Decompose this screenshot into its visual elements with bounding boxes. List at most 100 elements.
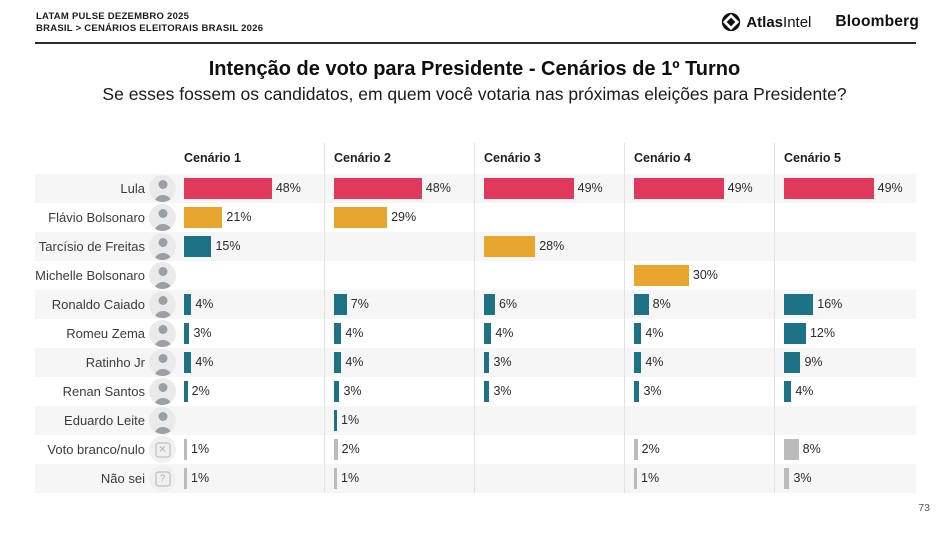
bar: [334, 439, 338, 460]
candidate-label: Voto branco/nulo: [47, 442, 145, 457]
bar: [484, 236, 536, 257]
avatar-silhouette: [158, 296, 167, 305]
brand-logos: AtlasIntel Bloomberg: [721, 12, 919, 32]
bar-cell: 12%: [784, 323, 835, 344]
candidate-avatar: [149, 175, 176, 202]
bar-value: 4%: [195, 355, 214, 369]
table-row: Não sei? 1% 1% 1% 3%: [35, 464, 916, 493]
bar-value: 4%: [645, 355, 664, 369]
bar-cell: 4%: [334, 352, 363, 373]
icon-glyph: ✕: [155, 442, 170, 457]
bar: [334, 468, 337, 489]
table-row: Ronaldo Caiado 4% 7% 6% 8% 16%: [35, 290, 916, 319]
page-subtitle: Se esses fossem os candidatos, em quem v…: [102, 84, 847, 104]
candidate-avatar: [149, 262, 176, 289]
bar-cell: 1%: [184, 439, 209, 460]
avatar-silhouette: [158, 354, 167, 363]
bar-value: 48%: [275, 181, 301, 195]
avatar-silhouette: [158, 267, 167, 276]
bar: [334, 323, 342, 344]
bar-cell: 21%: [184, 207, 251, 228]
scenario-header: Cenário 1: [184, 151, 241, 165]
avatar-silhouette: [158, 325, 167, 334]
avatar-silhouette: [153, 282, 172, 289]
candidate-label: Ratinho Jr: [85, 355, 145, 370]
bar: [784, 352, 801, 373]
scenario-header-row: Cenário 1 Cenário 2 Cenário 3 Cenário 4 Cená…: [35, 143, 916, 174]
blank-vote-icon: ✕: [149, 436, 176, 463]
bar-cell: 4%: [334, 323, 363, 344]
bar-value: 3%: [493, 355, 512, 369]
bar-cell: 3%: [484, 381, 512, 402]
bar-cell: 49%: [634, 178, 753, 199]
candidate-avatar: [149, 204, 176, 231]
table-row: Lula 48% 48% 49% 49% 49%: [35, 174, 916, 203]
bar: [334, 352, 342, 373]
bar-cell: 4%: [184, 352, 213, 373]
bloomberg-logo: Bloomberg: [835, 13, 919, 30]
bar-value: 6%: [498, 297, 518, 311]
bar-cell: 3%: [784, 468, 812, 489]
candidate-label: Eduardo Leite: [64, 413, 145, 428]
atlasintel-logo: AtlasIntel: [721, 12, 811, 32]
avatar-silhouette: [153, 427, 172, 434]
bar-cell: 4%: [634, 352, 663, 373]
bar-value: 1%: [341, 471, 360, 485]
bar-cell: 30%: [634, 265, 718, 286]
page-title: Intenção de voto para Presidente - Cenár…: [208, 58, 741, 80]
bar-cell: 1%: [184, 468, 209, 489]
bar-cell: 3%: [334, 381, 362, 402]
bar-cell: 9%: [784, 352, 823, 373]
bar-cell: 1%: [334, 410, 359, 431]
report-name: LATAM PULSE DEZEMBRO 2025: [36, 11, 190, 22]
breadcrumb: BRASIL > CENÁRIOS ELEITORAIS BRASIL 2026: [36, 23, 264, 34]
bar-value: 30%: [692, 268, 718, 282]
table-row: Tarcísio de Freitas 15% 28%: [35, 232, 916, 261]
bar: [184, 178, 272, 199]
bar: [634, 439, 638, 460]
bar-value: 12%: [809, 326, 835, 340]
icon-glyph: ?: [155, 471, 170, 486]
bar: [634, 381, 640, 402]
bar-value: 3%: [193, 326, 212, 340]
bar-value: 3%: [493, 384, 512, 398]
avatar-silhouette: [158, 180, 167, 189]
candidate-label: Renan Santos: [62, 384, 145, 399]
table-row: Voto branco/nulo ✕ 1% 2% 2% 8%: [35, 435, 916, 464]
bar: [184, 381, 188, 402]
bar-value: 4%: [645, 326, 664, 340]
column-divider: [324, 143, 325, 493]
bar-value: 4%: [345, 355, 364, 369]
bar: [184, 207, 223, 228]
avatar-silhouette: [158, 412, 167, 421]
bar-value: 9%: [804, 355, 823, 369]
bar: [634, 294, 649, 315]
bar: [784, 468, 790, 489]
bar: [184, 468, 187, 489]
bar-cell: 3%: [184, 323, 212, 344]
candidate-label: Flávio Bolsonaro: [48, 210, 145, 225]
bar-value: 28%: [539, 239, 565, 253]
bar: [334, 381, 340, 402]
table-row: Michelle Bolsonaro 30%: [35, 261, 916, 290]
header-divider: [35, 42, 916, 44]
bar-value: 8%: [802, 442, 821, 456]
bar-value: 2%: [191, 384, 210, 398]
bar-value: 49%: [577, 181, 603, 195]
intel-text: Intel: [783, 13, 812, 31]
candidate-avatar: [149, 320, 176, 347]
bar: [334, 178, 422, 199]
avatar-silhouette: [158, 209, 167, 218]
bar-value: 3%: [343, 384, 362, 398]
bar: [784, 323, 806, 344]
bar-value: 1%: [191, 471, 210, 485]
avatar-silhouette: [153, 311, 172, 318]
avatar-silhouette: [158, 383, 167, 392]
bar-value: 4%: [795, 384, 814, 398]
bar-cell: 15%: [184, 236, 240, 257]
results-table: Cenário 1 Cenário 2 Cenário 3 Cenário 4 Cená…: [35, 143, 916, 493]
bar-value: 4%: [495, 326, 514, 340]
bar-cell: 1%: [634, 468, 659, 489]
avatar-silhouette: [153, 253, 172, 260]
bar-cell: 3%: [634, 381, 662, 402]
